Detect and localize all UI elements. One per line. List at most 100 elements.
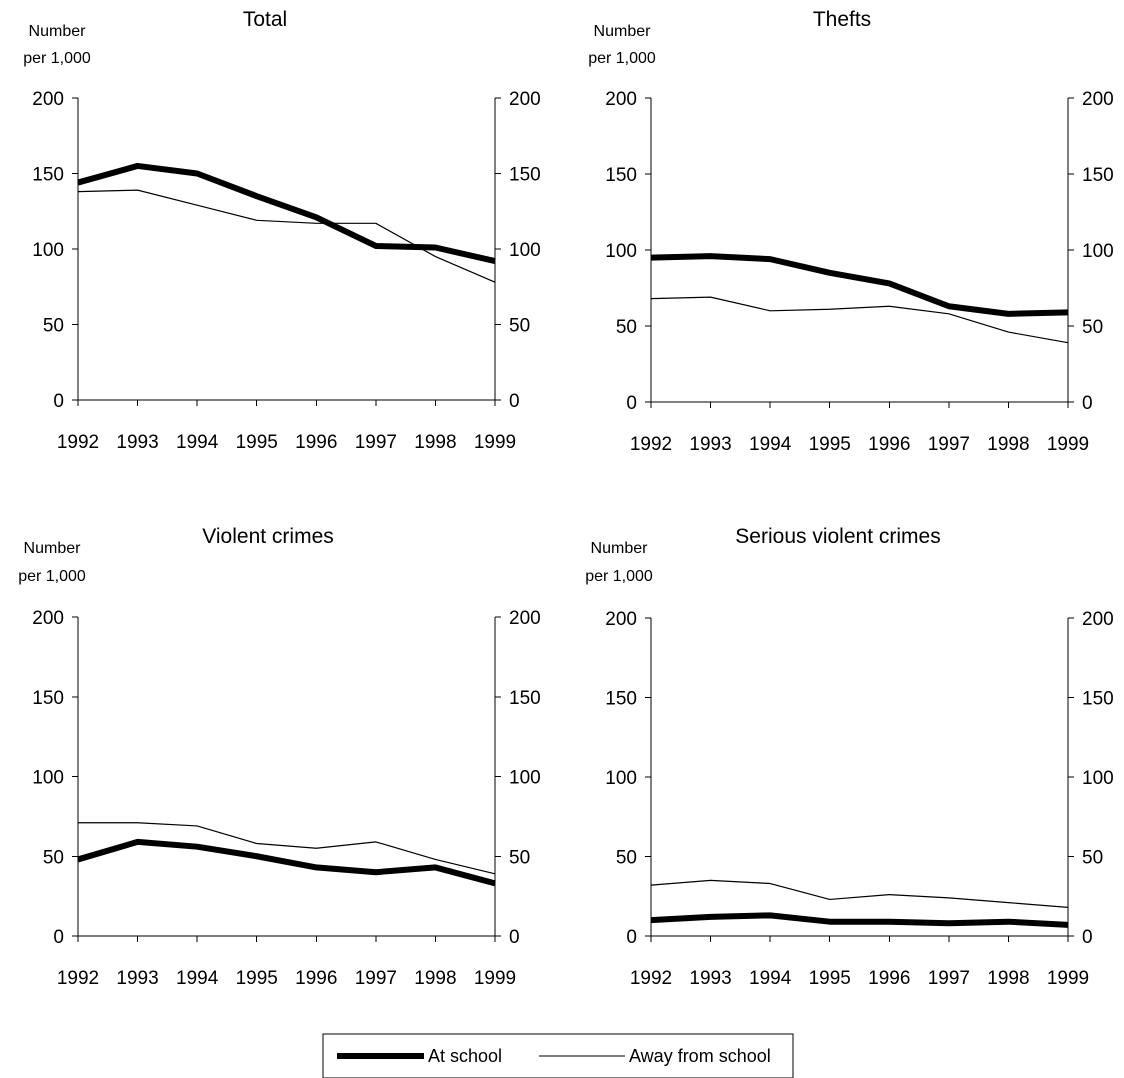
series-line-away-from-school	[650, 879, 1069, 908]
y-tick-label-left: 50	[616, 317, 637, 338]
x-tick-label: 1993	[689, 434, 731, 455]
y-axis-unit-label-line-2: per 1,000	[23, 50, 91, 67]
y-tick-label-right: 50	[1082, 317, 1103, 338]
series-line-at-school	[650, 253, 1069, 317]
x-tick-label: 1999	[1047, 968, 1089, 989]
x-tick-label: 1997	[355, 432, 397, 453]
legend-label-at-school: At school	[428, 1046, 502, 1066]
series-line-away-from-school	[650, 296, 1069, 344]
y-axis-unit-label-line-1: Number	[24, 540, 82, 557]
y-tick-label-left: 150	[605, 689, 637, 710]
x-tick-label: 1997	[928, 968, 970, 989]
x-tick-label: 1996	[295, 968, 337, 989]
x-tick-label: 1999	[1047, 434, 1089, 455]
y-tick-label-right: 150	[509, 688, 541, 709]
y-axis-unit-label-line-2: per 1,000	[585, 568, 653, 585]
x-tick-label: 1993	[116, 432, 158, 453]
y-axis-unit-label-line-2: per 1,000	[18, 568, 86, 585]
chart-title: Thefts	[813, 8, 871, 31]
chart-panel: Total Number per 1,000 0 0 50 50 100 100 150 150 20…	[23, 8, 541, 453]
x-tick-label: 1992	[57, 432, 99, 453]
x-tick-label: 1994	[176, 968, 219, 989]
x-tick-label: 1992	[630, 968, 672, 989]
x-tick-label: 1995	[236, 968, 278, 989]
x-tick-label: 1998	[414, 432, 456, 453]
series-line-at-school	[650, 912, 1069, 928]
chart-panel: Violent crimes Number per 1,000 0 0 50 50 100 10…	[18, 525, 541, 989]
x-tick-label: 1997	[355, 968, 397, 989]
x-tick-label: 1999	[474, 432, 516, 453]
x-tick-label: 1994	[176, 432, 219, 453]
y-tick-label-left: 0	[53, 391, 64, 412]
y-tick-label-right: 200	[1082, 609, 1114, 630]
y-tick-label-right: 200	[509, 89, 541, 110]
y-tick-label-right: 0	[1082, 393, 1093, 414]
chart-title: Violent crimes	[202, 525, 334, 548]
x-tick-label: 1995	[809, 434, 851, 455]
x-tick-label: 1998	[987, 434, 1029, 455]
y-axis-unit-label-line-1: Number	[591, 540, 649, 557]
x-tick-label: 1995	[809, 968, 851, 989]
x-tick-label: 1994	[749, 968, 792, 989]
series-line-away-from-school	[78, 822, 496, 875]
x-tick-label: 1998	[414, 968, 456, 989]
x-tick-label: 1996	[868, 968, 910, 989]
legend-label-away-from-school: Away from school	[629, 1046, 771, 1066]
x-tick-label: 1993	[689, 968, 731, 989]
legend: At school Away from school	[322, 1033, 794, 1078]
series-line-at-school	[77, 838, 496, 887]
y-tick-label-right: 100	[1082, 768, 1114, 789]
y-tick-label-left: 0	[626, 393, 637, 414]
y-tick-label-left: 100	[32, 240, 64, 261]
y-tick-label-left: 200	[32, 89, 64, 110]
y-axis-unit-label-line-1: Number	[594, 23, 652, 40]
y-tick-label-left: 150	[32, 165, 64, 186]
series-line-away-from-school	[77, 189, 496, 283]
y-axis-unit-label-line-1: Number	[29, 23, 87, 40]
y-tick-label-left: 100	[605, 768, 637, 789]
y-tick-label-right: 200	[1082, 89, 1114, 110]
y-tick-label-right: 150	[1082, 689, 1114, 710]
y-tick-label-right: 150	[509, 165, 541, 186]
y-tick-label-right: 0	[509, 927, 520, 948]
chart-panel: Thefts Number per 1,000 0 0 50 50 100 100 150 150 2…	[588, 8, 1114, 455]
chart-panel: Serious violent crimes Number per 1,000 0 0 5…	[585, 525, 1114, 989]
x-tick-label: 1999	[474, 968, 516, 989]
y-tick-label-left: 150	[605, 165, 637, 186]
y-tick-label-right: 50	[1082, 848, 1103, 869]
y-tick-label-left: 200	[32, 608, 64, 629]
y-tick-label-left: 100	[32, 768, 64, 789]
y-tick-label-right: 200	[509, 608, 541, 629]
x-tick-label: 1992	[630, 434, 672, 455]
x-tick-label: 1994	[749, 434, 792, 455]
y-tick-label-left: 200	[605, 89, 637, 110]
y-tick-label-left: 100	[605, 241, 637, 262]
x-tick-label: 1996	[295, 432, 337, 453]
legend-box	[322, 1033, 794, 1078]
series-line-at-school	[77, 162, 496, 265]
y-tick-label-left: 150	[32, 688, 64, 709]
y-tick-label-right: 0	[1082, 927, 1093, 948]
x-tick-label: 1995	[236, 432, 278, 453]
x-tick-label: 1996	[868, 434, 910, 455]
y-tick-label-right: 100	[509, 240, 541, 261]
y-tick-label-right: 100	[1082, 241, 1114, 262]
chart-title: Total	[243, 8, 287, 31]
chart-title: Serious violent crimes	[735, 525, 940, 548]
y-tick-label-right: 0	[509, 391, 520, 412]
y-tick-label-left: 200	[605, 609, 637, 630]
y-tick-label-left: 0	[626, 927, 637, 948]
y-tick-label-left: 50	[43, 847, 64, 868]
y-tick-label-right: 50	[509, 847, 530, 868]
y-tick-label-left: 50	[616, 848, 637, 869]
y-tick-label-left: 0	[53, 927, 64, 948]
x-tick-label: 1993	[116, 968, 158, 989]
y-tick-label-right: 100	[509, 768, 541, 789]
y-axis-unit-label-line-2: per 1,000	[588, 50, 656, 67]
chart-panels: Total Number per 1,000 0 0 50 50 100 100 150 150 20…	[18, 8, 1114, 989]
x-tick-label: 1992	[57, 968, 99, 989]
x-tick-label: 1998	[987, 968, 1029, 989]
x-tick-label: 1997	[928, 434, 970, 455]
y-tick-label-left: 50	[43, 316, 64, 337]
